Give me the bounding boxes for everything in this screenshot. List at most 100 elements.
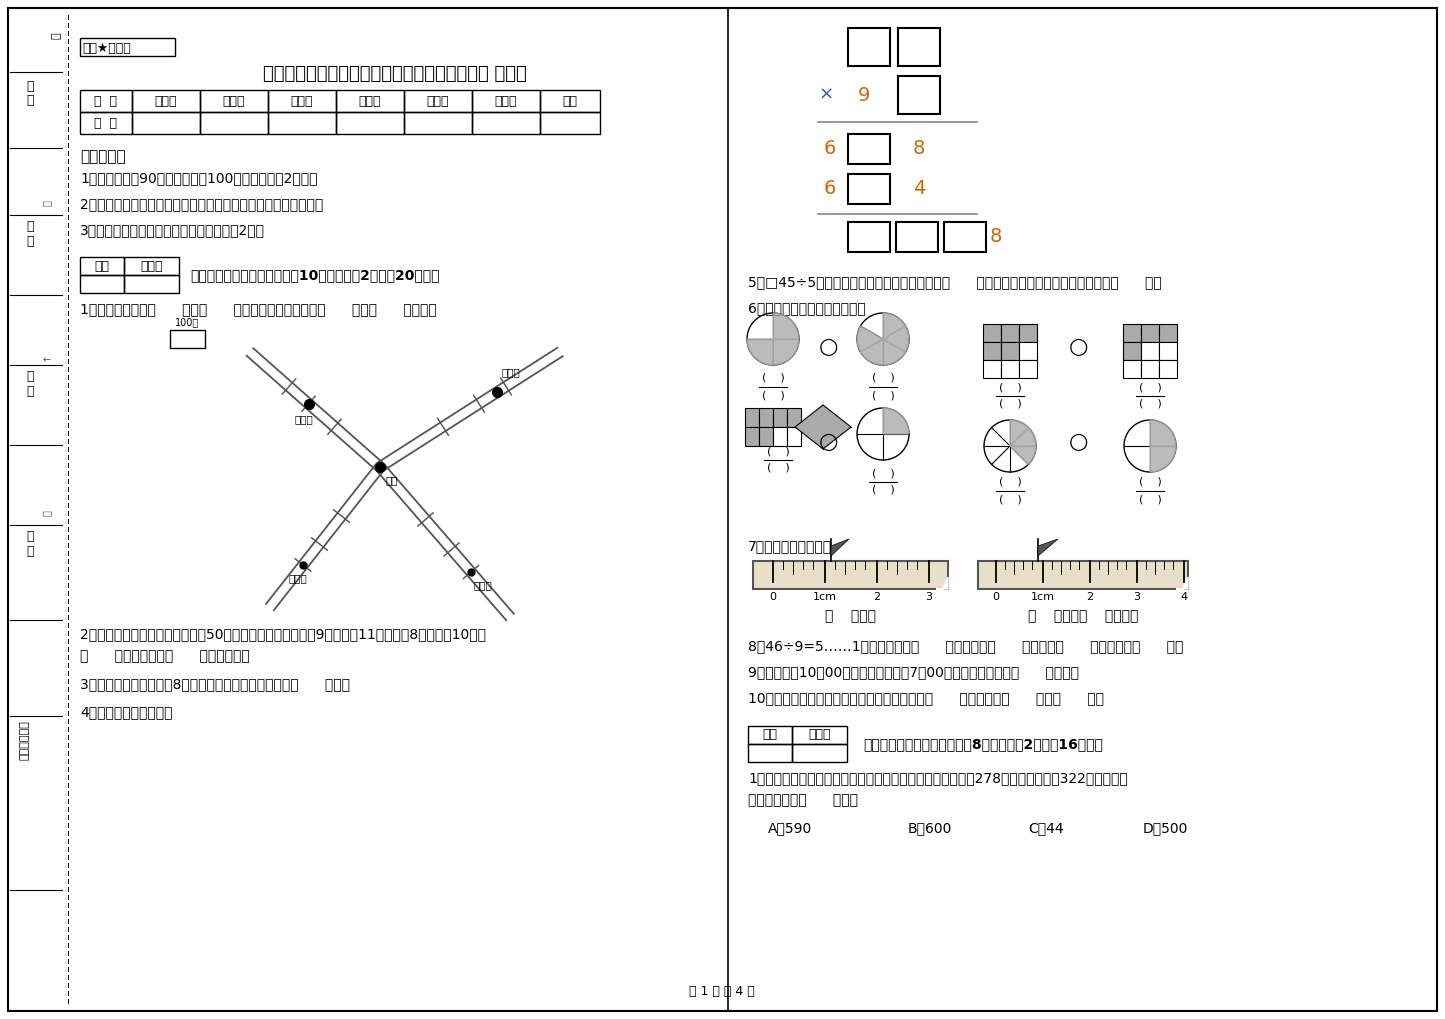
Text: 州新电视塔高（      ）米。: 州新电视塔高（ ）米。: [749, 793, 858, 807]
Polygon shape: [795, 405, 851, 449]
Text: 5、□45÷5，要使商是两位数，口里最大可填（      ）；要使商是三位数，口里最小应填（      ）。: 5、□45÷5，要使商是两位数，口里最大可填（ ）；要使商是三位数，口里最小应填…: [749, 275, 1162, 289]
Polygon shape: [773, 339, 799, 365]
Text: 学校: 学校: [384, 475, 397, 485]
Text: 得  分: 得 分: [94, 116, 117, 129]
Text: 4、在里填上适当的数。: 4、在里填上适当的数。: [79, 705, 172, 719]
Text: 得分: 得分: [94, 260, 110, 272]
Text: 评卷人: 评卷人: [140, 260, 163, 272]
Text: 3、不要在试卷上乱写乱画，卷面不整洁扣2分。: 3、不要在试卷上乱写乱画，卷面不整洁扣2分。: [79, 223, 264, 237]
Bar: [199, 90, 267, 112]
Bar: [746, 427, 759, 446]
Text: (    ): ( ): [998, 382, 1022, 392]
Text: 1cm: 1cm: [814, 592, 837, 602]
Text: 班: 班: [26, 370, 33, 383]
Bar: [759, 408, 773, 427]
Text: 7、量出钉子的长度。: 7、量出钉子的长度。: [749, 539, 832, 553]
Polygon shape: [857, 326, 883, 352]
Polygon shape: [1038, 539, 1058, 556]
Bar: [79, 275, 124, 293]
Text: 第 1 页 共 4 页: 第 1 页 共 4 页: [689, 985, 754, 998]
Bar: [1123, 342, 1142, 360]
Text: (    ): ( ): [1139, 477, 1162, 487]
Bar: [749, 726, 792, 744]
Text: 8: 8: [913, 139, 925, 158]
Bar: [944, 222, 985, 252]
Text: (    ): ( ): [767, 446, 789, 455]
Text: 2、请首先按要求在试卷的指定位置填写您的姓名、班级、学号。: 2、请首先按要求在试卷的指定位置填写您的姓名、班级、学号。: [79, 197, 324, 211]
Text: (    ): ( ): [871, 468, 894, 478]
Text: 学: 学: [26, 530, 33, 543]
Text: 3: 3: [1133, 592, 1140, 602]
Text: 小明家: 小明家: [289, 573, 308, 583]
Text: 题  号: 题 号: [94, 95, 117, 107]
Text: 总分: 总分: [562, 95, 578, 107]
Bar: [171, 330, 205, 348]
Text: 1cm: 1cm: [1030, 592, 1055, 602]
Text: 2: 2: [873, 592, 880, 602]
Text: 判断题: 判断题: [290, 95, 314, 107]
Text: 4: 4: [913, 178, 925, 198]
Polygon shape: [883, 326, 909, 352]
Bar: [753, 561, 948, 589]
Polygon shape: [1176, 577, 1188, 589]
Bar: [1019, 324, 1038, 342]
Bar: [79, 90, 131, 112]
Bar: [1159, 360, 1178, 378]
Polygon shape: [860, 339, 883, 365]
Text: C、44: C、44: [1027, 821, 1064, 835]
Bar: [983, 360, 1001, 378]
Text: 校: 校: [26, 545, 33, 558]
Bar: [540, 90, 600, 112]
Text: （    ）毫米: （ ）毫米: [825, 609, 876, 623]
Bar: [773, 408, 788, 427]
Text: 6: 6: [824, 139, 837, 158]
Bar: [983, 342, 1001, 360]
Bar: [1001, 342, 1019, 360]
Text: 4: 4: [1181, 592, 1188, 602]
Bar: [79, 38, 175, 56]
Bar: [79, 112, 131, 135]
Bar: [473, 112, 540, 135]
Text: 8: 8: [990, 226, 1003, 246]
Text: 学: 学: [26, 81, 33, 93]
Text: 姓: 姓: [26, 220, 33, 233]
Bar: [267, 112, 337, 135]
Bar: [788, 408, 801, 427]
Text: (    ): ( ): [871, 373, 894, 383]
Text: B、600: B、600: [907, 821, 952, 835]
Bar: [337, 112, 405, 135]
Text: ×: ×: [818, 86, 834, 104]
Bar: [983, 324, 1001, 342]
Text: A、590: A、590: [767, 821, 812, 835]
Text: (    ): ( ): [998, 399, 1022, 409]
Bar: [1019, 360, 1038, 378]
Bar: [267, 90, 337, 112]
Text: （    ）厘米（    ）毫米。: （ ）厘米（ ）毫米。: [1027, 609, 1139, 623]
Text: (    ): ( ): [998, 477, 1022, 487]
Text: 一、用心思考，正确填空（共10小题，每题2分，共20分）。: 一、用心思考，正确填空（共10小题，每题2分，共20分）。: [189, 268, 439, 282]
Polygon shape: [1010, 446, 1036, 465]
Bar: [749, 744, 792, 762]
Text: 选择题: 选择题: [223, 95, 246, 107]
Text: 绝密★启用前: 绝密★启用前: [82, 42, 130, 55]
Text: 100米: 100米: [175, 317, 199, 327]
Text: 小丽家: 小丽家: [474, 580, 493, 590]
Text: (    ): ( ): [767, 463, 789, 473]
Bar: [131, 112, 199, 135]
Text: 6: 6: [824, 178, 837, 198]
Text: 3: 3: [925, 592, 932, 602]
Bar: [199, 112, 267, 135]
Bar: [1142, 324, 1159, 342]
Bar: [848, 222, 890, 252]
Text: D、500: D、500: [1143, 821, 1188, 835]
Bar: [540, 112, 600, 135]
Bar: [848, 174, 890, 204]
Text: 9、小林晚上10：00睡觉，第二天早上7：00起床，他一共睡了（      ）小时。: 9、小林晚上10：00睡觉，第二天早上7：00起床，他一共睡了（ ）小时。: [749, 665, 1079, 679]
Text: 线: 线: [42, 510, 52, 516]
Bar: [1019, 342, 1038, 360]
Text: (    ): ( ): [871, 390, 894, 400]
Bar: [405, 90, 473, 112]
Bar: [131, 90, 199, 112]
Bar: [124, 257, 179, 275]
Text: 10、在进位加法中，不管哪一位上的数相加满（      ），都要向（      ）进（      ）。: 10、在进位加法中，不管哪一位上的数相加满（ ），都要向（ ）进（ ）。: [749, 691, 1104, 705]
